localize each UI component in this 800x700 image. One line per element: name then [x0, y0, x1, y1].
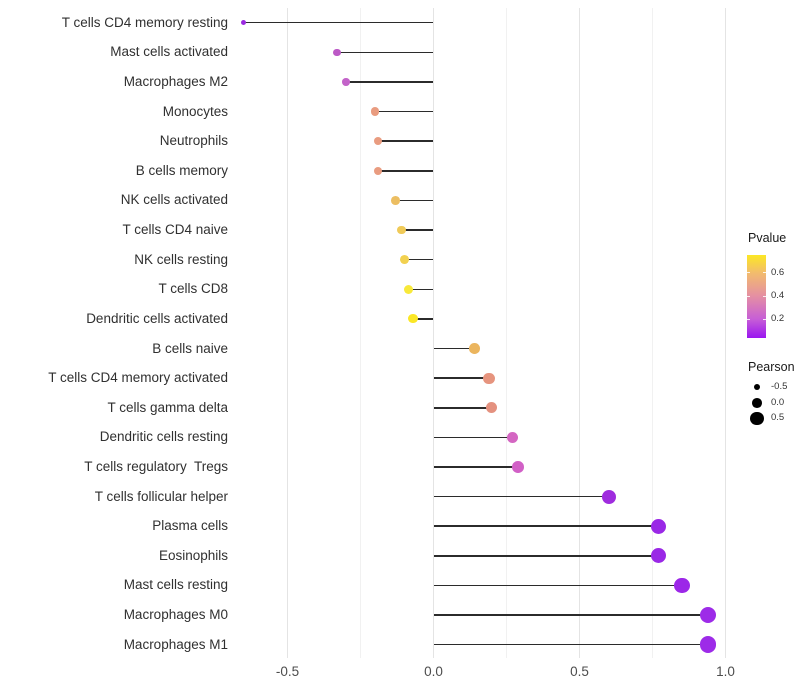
pvalue-legend-title: Pvalue: [748, 231, 787, 245]
lollipop-stem: [408, 288, 434, 291]
colorbar-tick-mark: [763, 295, 766, 297]
x-tick-label: -0.5: [275, 664, 300, 679]
lollipop-stem: [433, 377, 489, 379]
lollipop-stem: [433, 495, 609, 498]
lollipop-stem: [378, 140, 434, 142]
pearson-legend-title: Pearson: [748, 360, 795, 374]
lollipop-stem: [433, 584, 682, 587]
lollipop-stem: [337, 51, 434, 54]
gridline-minor: [652, 8, 653, 658]
lollipop-stem: [375, 110, 434, 113]
gridline-major: [725, 8, 726, 658]
colorbar-tick-mark: [763, 272, 766, 274]
lollipop-dot: [506, 431, 519, 444]
lollipop-stem: [433, 436, 513, 439]
lollipop-dot: [373, 137, 383, 146]
lollipop-dot: [486, 402, 498, 414]
x-tick-label: 1.0: [716, 664, 735, 679]
lollipop-dot: [370, 107, 380, 116]
pearson-size-dot: [750, 411, 764, 426]
lollipop-stem: [401, 229, 434, 231]
pvalue-colorbar: [747, 255, 766, 338]
lollipop-dot: [650, 518, 666, 534]
y-axis-label: T cells follicular helper: [94, 488, 228, 504]
lollipop-stem: [378, 170, 434, 172]
gridline-minor: [506, 8, 507, 658]
y-axis-label: T cells regulatory Tregs: [84, 459, 228, 474]
pearson-size-label: 0.0: [771, 396, 785, 408]
lollipop-stem: [404, 258, 434, 261]
pearson-size-label: -0.5: [771, 381, 788, 392]
lollipop-dot: [408, 314, 418, 324]
lollipop-dot: [373, 166, 383, 175]
y-axis-label: B cells naive: [152, 340, 228, 356]
y-axis-label: Macrophages M1: [123, 636, 228, 652]
x-tick-label: 0.5: [570, 664, 589, 679]
colorbar-tick-mark: [747, 272, 750, 274]
x-tick-label: 0.0: [424, 664, 443, 679]
y-axis-label: Dendritic cells activated: [86, 310, 228, 326]
pvalue-tick-label: 0.6: [771, 266, 785, 278]
y-axis-label: Plasma cells: [152, 518, 228, 534]
lollipop-dot: [601, 489, 616, 504]
lollipop-dot: [469, 343, 480, 354]
y-axis-label: T cells CD4 memory resting: [61, 14, 228, 30]
gridline-major: [433, 8, 434, 658]
y-axis-label: T cells gamma delta: [107, 399, 228, 415]
lollipop-dot: [391, 196, 400, 205]
y-axis-label: Macrophages M0: [123, 607, 228, 623]
lollipop-dot: [342, 78, 350, 86]
y-axis-label: Monocytes: [162, 103, 228, 119]
y-axis-label: Mast cells activated: [110, 44, 228, 60]
y-axis-label: NK cells resting: [134, 251, 228, 267]
lollipop-stem: [243, 21, 434, 24]
lollipop-dot: [483, 372, 495, 384]
lollipop-stem: [395, 199, 434, 202]
y-axis-label: Mast cells resting: [123, 577, 228, 593]
lollipop-dot: [404, 284, 414, 294]
lollipop-stem: [433, 347, 475, 350]
lollipop-dot: [699, 636, 717, 653]
y-axis-label: B cells memory: [135, 162, 228, 178]
lollipop-dot: [396, 225, 406, 235]
lollipop-dot: [241, 20, 247, 26]
pvalue-tick-label: 0.4: [771, 290, 785, 302]
pearson-size-label: 0.5: [771, 412, 785, 424]
gridline-minor: [360, 8, 361, 658]
lollipop-stem: [345, 81, 434, 83]
lollipop-dot: [673, 577, 690, 594]
lollipop-stem: [433, 525, 659, 527]
y-axis-label: Neutrophils: [159, 133, 228, 149]
gridline-major: [579, 8, 580, 658]
lollipop-stem: [433, 643, 708, 646]
pvalue-tick-label: 0.2: [771, 313, 785, 325]
lollipop-stem: [433, 555, 659, 557]
lollipop-stem: [433, 614, 708, 616]
y-axis-label: NK cells activated: [120, 192, 228, 208]
lollipop-stem: [433, 466, 519, 468]
y-axis-label: Eosinophils: [158, 547, 228, 563]
y-axis-label: Macrophages M2: [123, 73, 228, 89]
pearson-size-dot: [753, 383, 761, 391]
lollipop-stem: [413, 318, 434, 320]
y-axis-label: Dendritic cells resting: [99, 429, 228, 445]
lollipop-dot: [399, 255, 409, 265]
y-axis-label: T cells CD8: [158, 281, 228, 297]
colorbar-tick-mark: [747, 318, 750, 320]
lollipop-dot: [699, 606, 717, 624]
colorbar-tick-mark: [747, 295, 750, 297]
lollipop-dot: [650, 548, 666, 564]
colorbar-tick-mark: [763, 318, 766, 320]
pearson-size-dot: [752, 397, 762, 408]
lollipop-dot: [512, 461, 525, 473]
y-axis-label: T cells CD4 memory activated: [48, 370, 228, 386]
gridline-major: [287, 8, 288, 658]
lollipop-stem: [433, 407, 492, 409]
y-axis-label: T cells CD4 naive: [122, 222, 228, 238]
lollipop-dot: [333, 48, 341, 56]
